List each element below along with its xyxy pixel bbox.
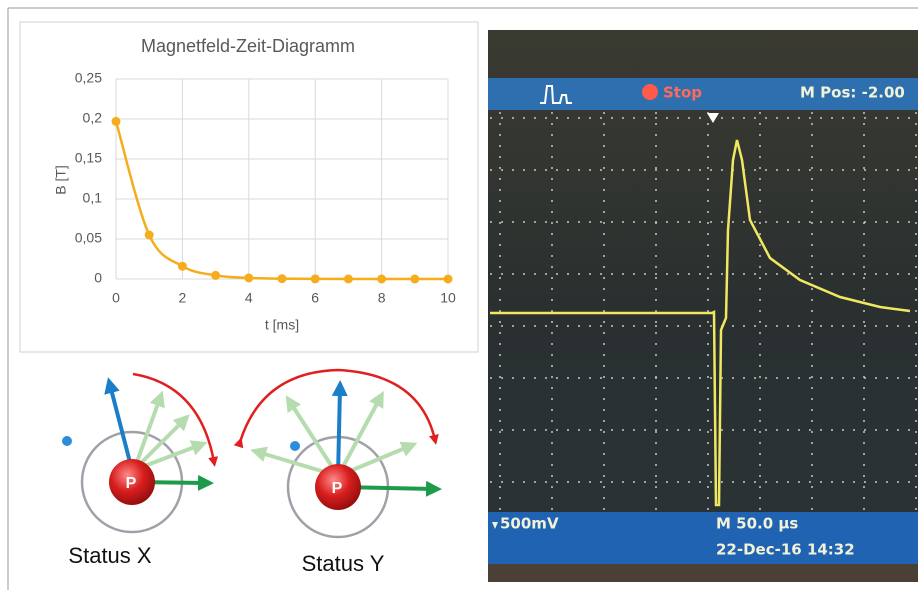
data-point <box>444 275 453 284</box>
nucleus-label: P <box>332 480 343 497</box>
stop-icon <box>642 84 658 100</box>
diagram-label: Status Y <box>302 551 385 576</box>
data-point <box>278 274 287 283</box>
diagram-label: Status X <box>68 543 151 568</box>
chart-title: Magnetfeld-Zeit-Diagramm <box>141 36 355 56</box>
position: M Pos: -2.00 <box>800 84 905 102</box>
data-point <box>145 231 154 240</box>
x-tick-label: 0 <box>112 290 120 306</box>
x-tick-label: 4 <box>245 290 253 306</box>
data-point <box>112 117 121 126</box>
timestamp: 22-Dec-16 14:32 <box>716 541 855 559</box>
diagram-status-y: P Status Y <box>240 370 435 576</box>
data-point <box>211 271 220 280</box>
timebase: M 50.0 µs <box>716 515 798 533</box>
status: Stop <box>663 84 702 102</box>
data-point <box>344 275 353 284</box>
y-axis-label: B [T] <box>53 165 69 195</box>
y-tick-label: 0,05 <box>75 230 102 246</box>
data-point <box>377 275 386 284</box>
x-tick-label: 6 <box>311 290 319 306</box>
y-tick-label: 0,25 <box>75 70 102 86</box>
scale: 500mV <box>500 515 559 533</box>
y-tick-label: 0,2 <box>83 110 103 126</box>
x-tick-label: 2 <box>179 290 187 306</box>
figure: Magnetfeld-Zeit-Diagramm t [ms] B [T] 00… <box>0 0 920 590</box>
data-point <box>410 275 419 284</box>
y-tick-label: 0 <box>94 270 102 286</box>
x-tick-label: 8 <box>378 290 386 306</box>
diagram-status-x: P Status X <box>62 374 214 568</box>
data-point <box>244 273 253 282</box>
chart: Magnetfeld-Zeit-Diagramm t [ms] B [T] 00… <box>20 22 478 352</box>
x-tick-label: 10 <box>440 290 456 306</box>
y-tick-label: 0,1 <box>83 190 103 206</box>
electron <box>62 436 72 446</box>
nucleus-label: P <box>126 475 137 492</box>
data-point <box>311 274 320 283</box>
data-point <box>178 262 187 271</box>
x-axis-label: t [ms] <box>265 317 299 333</box>
bezel <box>488 564 918 582</box>
y-tick-label: 0,15 <box>75 150 102 166</box>
oscilloscope: Stop M Pos: -2.00 500mV M 50.0 µs 22-Dec… <box>488 30 918 582</box>
electron <box>290 441 300 451</box>
